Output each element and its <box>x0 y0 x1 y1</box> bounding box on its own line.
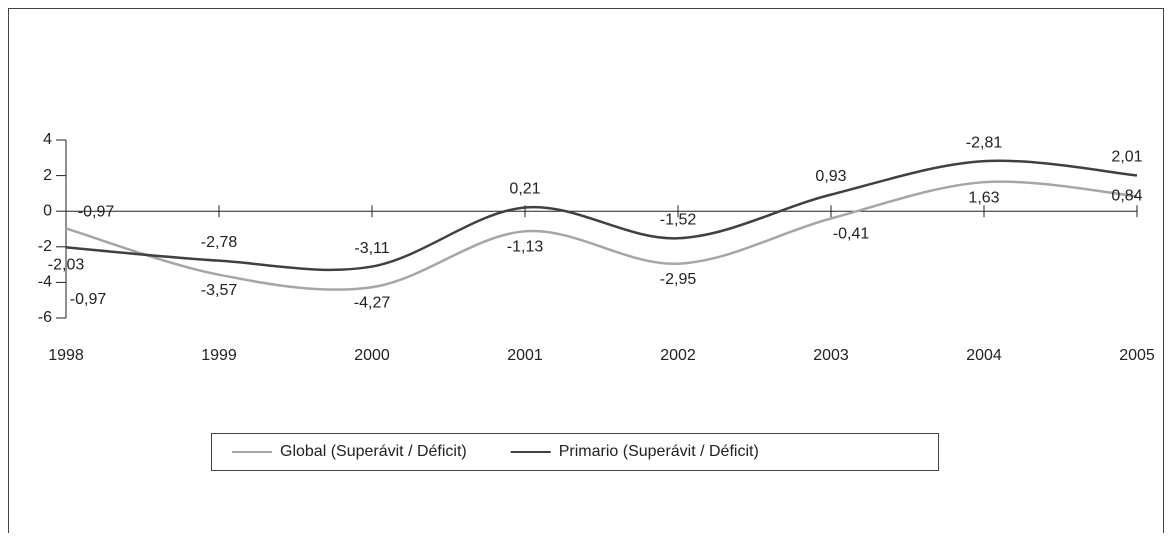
data-label: -2,03 <box>48 257 85 274</box>
legend-label: Primario (Superávit / Déficit) <box>559 443 759 460</box>
data-label: -4,27 <box>354 294 391 311</box>
y-tick-label: -4 <box>38 274 52 291</box>
y-tick-label: 2 <box>43 167 52 184</box>
data-label: -2,81 <box>966 134 1003 151</box>
data-label: -2,95 <box>660 271 697 288</box>
data-label: 1,63 <box>968 189 999 206</box>
data-label: -1,52 <box>660 211 697 228</box>
line-series <box>65 159 1138 272</box>
legend-label: Global (Superávit / Déficit) <box>280 443 467 460</box>
x-tick-label: 1998 <box>48 347 84 364</box>
x-tick-label: 2002 <box>660 347 696 364</box>
y-tick-label: 4 <box>43 131 52 148</box>
data-label: 0,93 <box>815 168 846 185</box>
data-label: -3,11 <box>354 240 389 257</box>
data-label: -3,57 <box>201 282 238 299</box>
x-tick-label: 2000 <box>354 347 390 364</box>
y-tick-label: -6 <box>38 309 52 326</box>
data-label: 2,01 <box>1111 149 1142 166</box>
x-tick-label: 2005 <box>1119 347 1155 364</box>
annotation: -0,97 <box>70 291 107 308</box>
data-label: -0,41 <box>833 226 870 243</box>
chart-frame <box>8 8 1164 538</box>
y-tick-label: -2 <box>38 238 52 255</box>
data-label: 0,21 <box>509 181 540 198</box>
legend-box <box>211 433 939 471</box>
line-series <box>65 180 1138 291</box>
y-tick-label: 0 <box>43 202 52 219</box>
x-tick-label: 2004 <box>966 347 1002 364</box>
data-label: -1,13 <box>507 239 544 256</box>
data-label: -0,97 <box>78 204 115 221</box>
x-tick-label: 1999 <box>201 347 237 364</box>
data-label: -2,78 <box>201 234 238 251</box>
x-tick-label: 2001 <box>507 347 543 364</box>
data-label: 0,84 <box>1111 187 1142 204</box>
x-tick-label: 2003 <box>813 347 849 364</box>
